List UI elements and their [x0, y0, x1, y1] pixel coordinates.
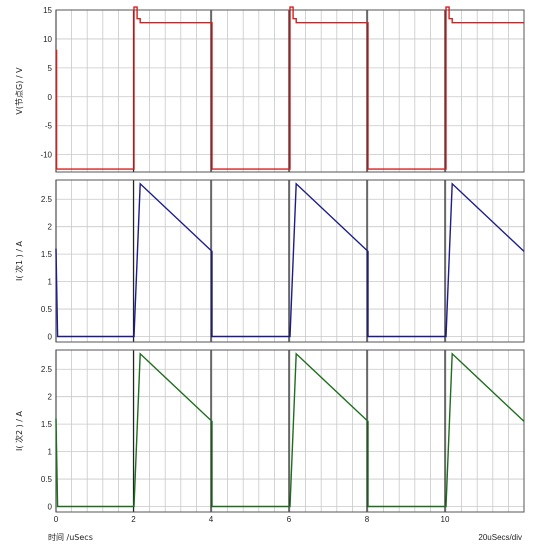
y-tick-label: 10 — [43, 35, 52, 44]
y-tick-label: 2.5 — [41, 365, 53, 374]
y-axis-label: V(节点G) / V — [15, 67, 24, 115]
x-axis-label: 时间 /uSecs — [48, 532, 93, 542]
y-tick-label: 2.5 — [41, 195, 53, 204]
y-axis-label: I( 次1 ) / A — [14, 240, 24, 281]
y-tick-label: 0 — [48, 503, 53, 512]
y-tick-label: 1 — [48, 278, 53, 287]
y-tick-label: 1 — [48, 448, 53, 457]
y-tick-label: 15 — [43, 6, 52, 15]
x-tick-label: 10 — [441, 515, 450, 524]
y-tick-label: 0 — [48, 333, 53, 342]
series-line-1 — [55, 182, 525, 338]
panel-3: 2.5 2 1.5 1 0.5 0 I( 次2 ) / A 0 2 4 6 8 10 20uSecs/di… — [14, 349, 525, 542]
panel-1: 15 10 5 0 -5 -10 V(节点G) / V — [15, 6, 525, 173]
y-tick-label: 5 — [48, 64, 53, 73]
y-tick-label: 1.5 — [41, 420, 53, 429]
x-tick-label: 4 — [209, 515, 214, 524]
x-tick-label: 2 — [131, 515, 136, 524]
x-tick-label: 8 — [365, 515, 370, 524]
y-tick-label: 0 — [48, 93, 53, 102]
y-tick-label: 1.5 — [41, 250, 53, 259]
x-scale-label: 20uSecs/div — [478, 533, 522, 542]
y-tick-label: 2 — [48, 393, 53, 402]
y-tick-label: -5 — [45, 122, 53, 131]
y-tick-label: 0.5 — [41, 475, 53, 484]
x-tick-label: 6 — [287, 515, 292, 524]
panel-2: 2.5 2 1.5 1 0.5 0 I( 次1 ) / A — [14, 179, 525, 343]
x-tick-label: 0 — [54, 515, 59, 524]
series-line-1 — [55, 6, 524, 170]
y-tick-label: 2 — [48, 223, 53, 232]
y-tick-label: -10 — [40, 151, 52, 160]
series-line-1 — [55, 352, 525, 508]
y-axis-label: I( 次2 ) / A — [14, 410, 24, 451]
y-tick-label: 0.5 — [41, 305, 53, 314]
